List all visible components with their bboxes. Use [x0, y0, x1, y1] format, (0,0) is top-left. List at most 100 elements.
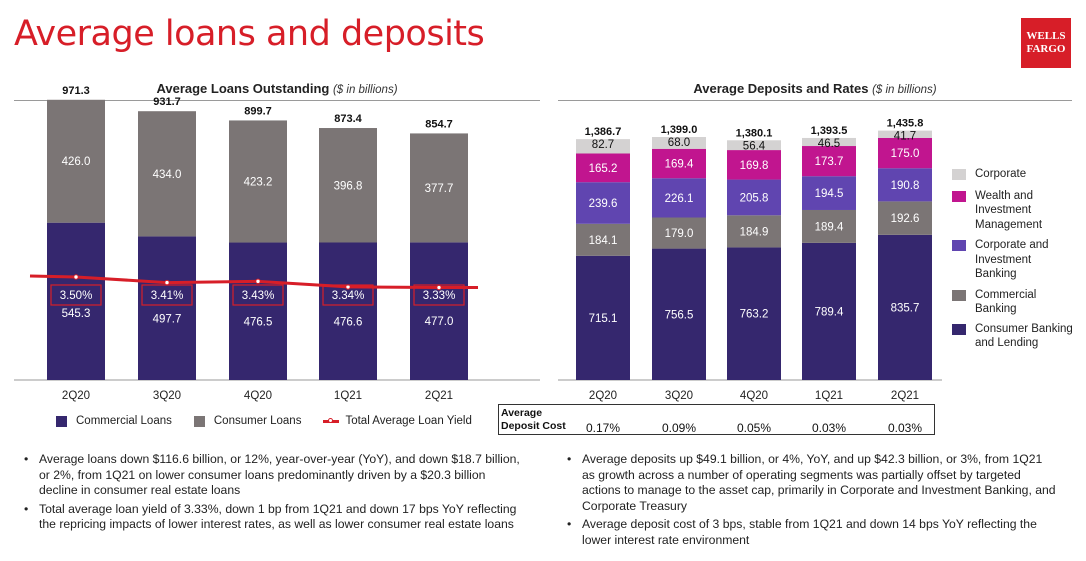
- bar-value-label: 184.9: [740, 226, 769, 238]
- deposit-cost-value: 0.03%: [812, 421, 846, 435]
- legend-wealth: Wealth and Investment Management: [952, 189, 1085, 233]
- x-tick-label: 4Q20: [244, 390, 272, 402]
- bar-corporate: [576, 139, 630, 154]
- bar-total-label: 1,399.0: [661, 124, 698, 136]
- bar-value-label: 165.2: [589, 163, 618, 175]
- bar-value-label: 377.7: [425, 183, 454, 195]
- bar-commercial-loans: [319, 242, 377, 380]
- bar-value-label: 68.0: [668, 137, 690, 149]
- x-tick-label: 1Q21: [334, 390, 362, 402]
- bar-value-label: 477.0: [425, 316, 454, 328]
- bar-value-label: 46.5: [818, 138, 840, 150]
- bar-value-label: 789.4: [815, 306, 844, 318]
- bar-consumer-loans: [229, 120, 287, 243]
- bar-corporate: [652, 136, 706, 149]
- legend-label-corp-inv: Corporate and Investment Banking: [975, 239, 1049, 280]
- deposits-panel-unit: ($ in billions): [872, 84, 937, 96]
- bar-wealth: [652, 148, 706, 179]
- bar-commercial-banking: [727, 215, 781, 248]
- bar-consumer-loans: [410, 133, 468, 243]
- wells-fargo-logo: WELLS FARGO: [1021, 18, 1071, 68]
- deposit-cost-label-line2: Deposit Cost: [501, 420, 566, 432]
- bar-value-label: 763.2: [740, 309, 769, 321]
- deposits-panel-rule: [558, 100, 1072, 101]
- bar-value-label: 205.8: [740, 192, 769, 204]
- deposits-panel-title-text: Average Deposits and Rates: [693, 81, 869, 96]
- legend-swatch-consumer-loans: [193, 415, 205, 427]
- loan-yield-label: 3.50%: [60, 290, 93, 302]
- bar-value-label: 41.7: [894, 131, 916, 143]
- loans-panel-unit: ($ in billions): [332, 84, 398, 96]
- bar-total-label: 854.7: [425, 118, 453, 130]
- bar-value-label: 179.0: [665, 228, 694, 240]
- bar-value-label: 426.0: [62, 156, 91, 168]
- legend-label-commercial-banking: Commercial Banking: [975, 288, 1037, 316]
- bar-wealth: [878, 137, 932, 169]
- deposits-legend: Corporate Wealth and Investment Manageme…: [952, 167, 1085, 351]
- loan-yield-marker: [73, 274, 79, 280]
- legend-corporate: Corporate: [952, 167, 1085, 182]
- deposit-cost-value: 0.03%: [888, 421, 922, 435]
- bar-commercial-loans: [47, 222, 105, 380]
- bar-value-label: 396.8: [334, 180, 363, 192]
- bar-total-label: 873.4: [334, 113, 362, 125]
- bar-value-label: 835.7: [891, 302, 920, 314]
- bar-value-label: 189.4: [815, 221, 844, 233]
- bar-total-label: 1,435.8: [887, 118, 924, 130]
- bar-value-label: 169.4: [665, 159, 694, 171]
- legend-label-consumer-loans: Consumer Loans: [213, 415, 302, 427]
- bar-value-label: 756.5: [665, 309, 694, 321]
- x-tick-label: 3Q20: [153, 390, 181, 402]
- legend-consumer-loans: Consumer Loans: [193, 415, 302, 427]
- loans-panel-rule: [14, 100, 540, 101]
- bar-consumer-banking: [727, 247, 781, 380]
- loans-panel-title-text: Average Loans Outstanding: [156, 81, 330, 96]
- bar-total-label: 1,386.7: [585, 126, 622, 138]
- bar-total-label: 931.7: [153, 96, 181, 108]
- bar-consumer-banking: [576, 255, 630, 380]
- deposits-bullet: Average deposit cost of 3 bps, stable fr…: [567, 517, 1057, 548]
- deposit-cost-label: Average Deposit Cost: [501, 407, 566, 433]
- page-title: Average loans and deposits: [14, 14, 485, 54]
- legend-swatch-corp-inv: [952, 240, 966, 251]
- bar-corporate: [878, 130, 932, 138]
- deposits-bullets: Average deposits up $49.1 billion, or 4%…: [567, 452, 1057, 551]
- bar-value-label: 226.1: [665, 193, 694, 205]
- bar-commercial-banking: [652, 217, 706, 249]
- x-tick-label: 4Q20: [740, 390, 768, 402]
- legend-label-consumer-banking: Consumer Banking and Lending: [975, 322, 1073, 350]
- bar-commercial-loans: [410, 242, 468, 380]
- legend-label-loan-yield: Total Average Loan Yield: [345, 415, 472, 427]
- bar-consumer-loans: [47, 99, 105, 223]
- loans-bullets: Average loans down $116.6 billion, or 12…: [24, 452, 524, 536]
- bar-value-label: 239.6: [589, 198, 618, 210]
- loan-yield-label: 3.34%: [332, 290, 365, 302]
- x-tick-label: 2Q20: [589, 390, 617, 402]
- deposit-cost-label-line1: Average: [501, 407, 543, 419]
- legend-commercial-loans: Commercial Loans: [56, 415, 172, 427]
- legend-loan-yield: Total Average Loan Yield: [323, 415, 472, 427]
- legend-commercial-banking: Commercial Banking: [952, 288, 1085, 317]
- loans-bullet: Average loans down $116.6 billion, or 12…: [24, 452, 524, 499]
- legend-consumer-banking: Consumer Banking and Lending: [952, 322, 1085, 351]
- deposits-bullet: Average deposits up $49.1 billion, or 4%…: [567, 452, 1057, 514]
- loan-yield-label: 3.43%: [242, 290, 275, 302]
- loan-yield-label-box: [413, 284, 465, 306]
- x-tick-label: 2Q20: [62, 390, 90, 402]
- legend-swatch-wealth: [952, 190, 966, 202]
- bar-consumer-banking: [878, 234, 932, 380]
- x-tick-label: 1Q21: [815, 390, 843, 402]
- bar-total-label: 1,393.5: [811, 125, 848, 137]
- bar-value-label: 175.0: [891, 148, 920, 160]
- bar-value-label: 476.5: [244, 316, 273, 328]
- bar-value-label: 82.7: [592, 139, 614, 151]
- bar-commercial-loans: [138, 236, 196, 380]
- legend-swatch-commercial-banking: [952, 289, 966, 301]
- deposit-cost-value: 0.05%: [737, 421, 771, 435]
- bar-corp-inv: [652, 178, 706, 218]
- bar-wealth: [802, 146, 856, 177]
- legend-corp-inv: Corporate and Investment Banking: [952, 238, 1085, 282]
- legend-swatch-corporate: [952, 169, 966, 180]
- bar-consumer-banking: [652, 248, 706, 380]
- deposit-cost-table: Average Deposit Cost: [498, 404, 935, 435]
